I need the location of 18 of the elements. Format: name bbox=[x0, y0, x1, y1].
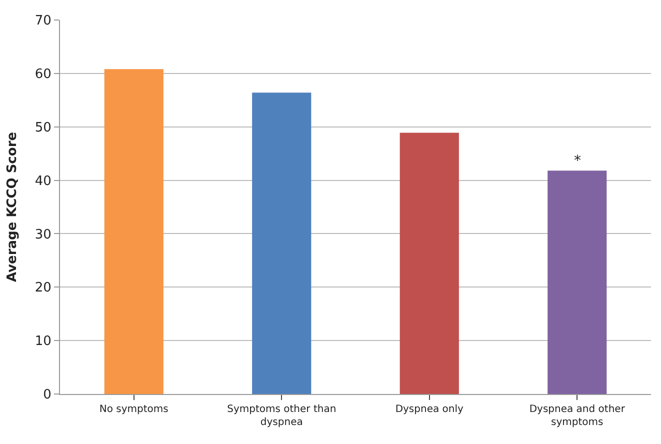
y-tick-label: 20 bbox=[34, 280, 52, 296]
bar bbox=[104, 69, 164, 394]
y-tick-label: 40 bbox=[34, 174, 52, 189]
y-tick-label: 30 bbox=[34, 227, 52, 242]
y-axis-title: Average KCCQ Score bbox=[4, 132, 20, 282]
bar bbox=[548, 170, 607, 394]
bar bbox=[400, 132, 459, 394]
y-tick-label: 10 bbox=[34, 334, 52, 350]
y-tick-label: 50 bbox=[34, 120, 52, 136]
y-tick-label: 70 bbox=[34, 14, 52, 29]
x-tick-label: Dyspnea and other symptoms bbox=[529, 404, 626, 428]
annotation: * bbox=[574, 153, 581, 169]
y-tick-label: 0 bbox=[43, 388, 52, 403]
x-tick-label: Symptoms other than dyspnea bbox=[227, 404, 336, 428]
bar bbox=[252, 92, 312, 394]
x-tick-label: No symptoms bbox=[99, 404, 168, 415]
x-tick-label: Dyspnea only bbox=[395, 404, 464, 415]
y-tick-label: 60 bbox=[34, 66, 52, 82]
